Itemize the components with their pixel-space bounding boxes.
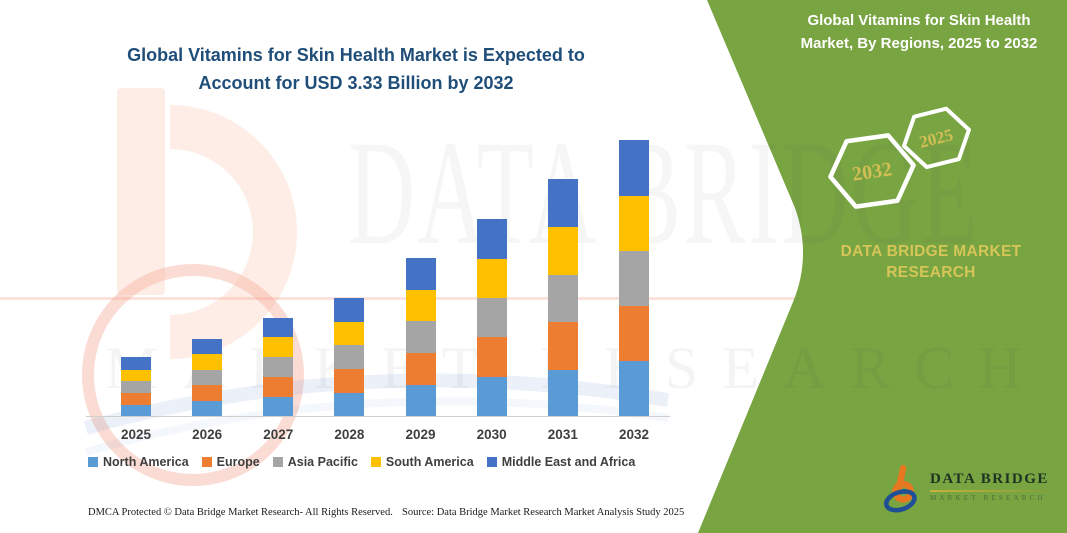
bar-segment-north-america-2032	[618, 361, 649, 417]
bar-segment-europe-2025	[121, 392, 151, 406]
bar-segment-middle-east-and-africa-2031	[547, 179, 578, 228]
legend-item-europe: Europe	[201, 455, 260, 469]
side-panel-brand-caption: DATA BRIDGE MARKET RESEARCH	[840, 243, 1022, 281]
bar-segment-south-america-2026	[192, 353, 223, 370]
bar-segment-south-america-2029	[405, 289, 436, 322]
x-axis-label-2030: 2030	[476, 427, 507, 442]
bar-segment-europe-2030	[476, 337, 507, 378]
side-panel-title: Global Vitamins for Skin Health Market, …	[800, 12, 1038, 53]
legend-label: Asia Pacific	[287, 455, 358, 469]
legend-label: South America	[385, 455, 474, 469]
bar-segment-middle-east-and-africa-2025	[121, 357, 151, 370]
bar-segment-south-america-2028	[334, 322, 365, 346]
bar-segment-europe-2026	[192, 385, 223, 402]
bar-segment-middle-east-and-africa-2027	[263, 317, 294, 338]
bar-segment-south-america-2030	[476, 258, 507, 298]
chart-title: Global Vitamins for Skin Health Market i…	[127, 45, 585, 93]
bar-segment-europe-2027	[263, 377, 294, 398]
bar-segment-asia-pacific-2027	[263, 357, 294, 378]
x-axis-label-2031: 2031	[547, 427, 578, 442]
bar-segment-north-america-2026	[192, 401, 223, 417]
x-axis-label-2025: 2025	[120, 427, 152, 442]
bar-segment-south-america-2027	[263, 337, 294, 358]
bar-segment-europe-2028	[334, 368, 365, 393]
logo-underline	[930, 490, 1049, 492]
bar-segment-south-america-2032	[618, 195, 649, 251]
bar-segment-south-america-2025	[121, 369, 151, 382]
x-axis-label-2028: 2028	[334, 427, 365, 442]
bar-segment-north-america-2028	[334, 392, 365, 417]
bar-segment-asia-pacific-2028	[334, 345, 365, 369]
legend-swatch	[486, 457, 497, 467]
x-axis-line	[86, 416, 670, 417]
bar-segment-europe-2032	[618, 305, 649, 362]
legend-swatch	[201, 457, 212, 467]
x-axis-label-2029: 2029	[405, 427, 436, 442]
bar-segment-asia-pacific-2029	[405, 321, 436, 353]
bar-segment-middle-east-and-africa-2032	[618, 139, 649, 196]
chart-legend: North America Europe Asia Pacific South Ame…	[88, 455, 676, 469]
legend-swatch	[370, 457, 381, 467]
legend-item-north-america: North America	[88, 455, 189, 469]
legend-item-asia-pacific: Asia Pacific	[272, 455, 358, 469]
bar-segment-asia-pacific-2025	[121, 381, 151, 393]
bar-segment-south-america-2031	[547, 227, 578, 275]
legend-label: North America	[103, 455, 189, 469]
bar-segment-asia-pacific-2026	[192, 369, 223, 386]
bar-segment-asia-pacific-2030	[476, 298, 507, 338]
x-axis-label-2027: 2027	[263, 427, 294, 442]
data-bridge-logo: DATA BRIDGE MARKET RESEARCH	[884, 463, 1049, 515]
bar-segment-north-america-2025	[121, 405, 151, 417]
bar-segment-asia-pacific-2032	[618, 250, 649, 306]
data-bridge-logo-icon	[884, 464, 917, 513]
x-axis-label-2032: 2032	[618, 427, 649, 442]
bar-segment-middle-east-and-africa-2028	[334, 298, 365, 323]
bar-segment-north-america-2031	[547, 369, 578, 417]
legend-label: Middle East and Africa	[501, 455, 636, 469]
dmca-credit: DMCA Protected © Data Bridge Market Rese…	[88, 507, 393, 518]
salmon-accent-line	[0, 297, 804, 300]
bar-segment-north-america-2029	[405, 385, 436, 417]
x-axis-label-2026: 2026	[192, 427, 223, 442]
source-credit: Source: Data Bridge Market Research Mark…	[402, 507, 685, 518]
bar-segment-middle-east-and-africa-2030	[476, 218, 507, 259]
legend-swatch	[272, 457, 283, 467]
bar-segment-middle-east-and-africa-2029	[405, 258, 436, 290]
legend-item-middle-east-and-africa: Middle East and Africa	[486, 455, 636, 469]
bar-segment-middle-east-and-africa-2026	[192, 338, 223, 354]
logo-name: DATA BRIDGE	[930, 471, 1049, 487]
legend-label: Europe	[216, 455, 260, 469]
legend-item-south-america: South America	[370, 455, 474, 469]
bar-segment-europe-2029	[405, 352, 436, 386]
bar-segment-asia-pacific-2031	[547, 274, 578, 323]
bar-segment-north-america-2030	[476, 377, 507, 417]
bar-segment-north-america-2027	[263, 397, 294, 417]
legend-swatch	[88, 457, 98, 467]
logo-subtitle: MARKET RESEARCH	[930, 494, 1046, 502]
bar-segment-europe-2031	[547, 322, 578, 370]
